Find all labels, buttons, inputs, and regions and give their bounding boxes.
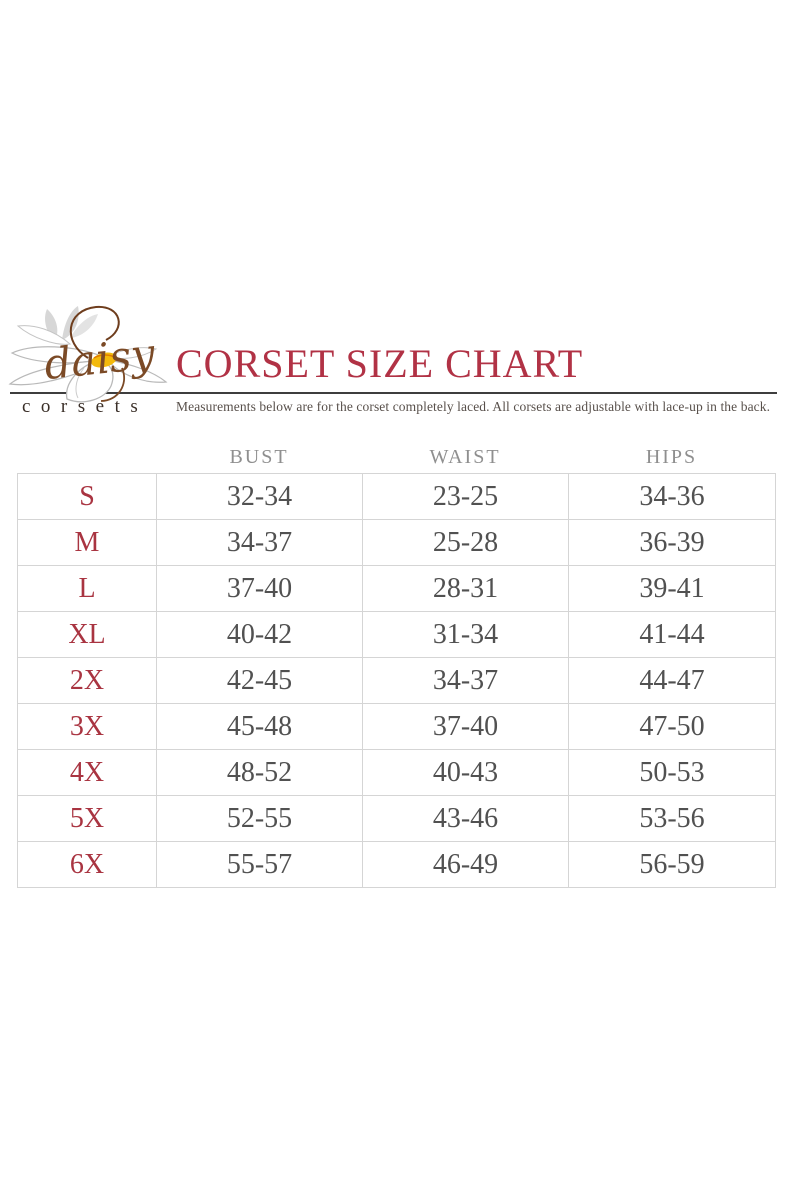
size-label-cell: 3X <box>17 703 157 750</box>
size-rows: S 32-34 23-25 34-36 M 34-37 25-28 36-39 … <box>17 473 776 888</box>
table-row: 3X 45-48 37-40 47-50 <box>17 703 776 750</box>
table-row: 5X 52-55 43-46 53-56 <box>17 795 776 842</box>
bust-value-cell: 40-42 <box>156 611 363 658</box>
size-label-cell: XL <box>17 611 157 658</box>
brand-wordmark: corsets <box>22 396 149 417</box>
waist-value-cell: 46-49 <box>362 841 569 888</box>
waist-value-cell: 37-40 <box>362 703 569 750</box>
hips-value-cell: 50-53 <box>568 749 776 796</box>
table-row: XL 40-42 31-34 41-44 <box>17 611 776 658</box>
bust-value-cell: 55-57 <box>156 841 363 888</box>
size-chart-table: S 32-34 23-25 34-36 M 34-37 25-28 36-39 … <box>17 473 776 888</box>
daisy-flower-icon: daisy <box>8 305 168 403</box>
column-header-row: BUST WAIST HIPS <box>17 444 775 470</box>
size-label-cell: M <box>17 519 157 566</box>
column-header-waist: WAIST <box>429 446 501 468</box>
size-label-cell: 2X <box>17 657 157 704</box>
table-row: 2X 42-45 34-37 44-47 <box>17 657 776 704</box>
hips-value-cell: 41-44 <box>568 611 776 658</box>
column-header-size <box>17 444 156 470</box>
subtitle-note: Measurements below are for the corset co… <box>176 399 771 414</box>
brand-divider-line <box>10 392 777 394</box>
page-title: CORSET SIZE CHART <box>176 341 584 386</box>
size-label-cell: S <box>17 473 157 520</box>
waist-value-cell: 23-25 <box>362 473 569 520</box>
waist-value-cell: 28-31 <box>362 565 569 612</box>
hips-value-cell: 34-36 <box>568 473 776 520</box>
bust-value-cell: 45-48 <box>156 703 363 750</box>
hips-value-cell: 47-50 <box>568 703 776 750</box>
bust-value-cell: 34-37 <box>156 519 363 566</box>
bust-value-cell: 42-45 <box>156 657 363 704</box>
table-row: L 37-40 28-31 39-41 <box>17 565 776 612</box>
hips-value-cell: 53-56 <box>568 795 776 842</box>
table-row: M 34-37 25-28 36-39 <box>17 519 776 566</box>
column-header-hips: HIPS <box>645 446 698 468</box>
bust-value-cell: 52-55 <box>156 795 363 842</box>
hips-value-cell: 44-47 <box>568 657 776 704</box>
size-label-cell: 4X <box>17 749 157 796</box>
table-row: S 32-34 23-25 34-36 <box>17 473 776 520</box>
column-header-bust: BUST <box>229 446 289 468</box>
size-label-cell: L <box>17 565 157 612</box>
bust-value-cell: 32-34 <box>156 473 363 520</box>
waist-value-cell: 31-34 <box>362 611 569 658</box>
table-row: 4X 48-52 40-43 50-53 <box>17 749 776 796</box>
waist-value-cell: 43-46 <box>362 795 569 842</box>
bust-value-cell: 37-40 <box>156 565 363 612</box>
size-label-cell: 5X <box>17 795 157 842</box>
hips-value-cell: 39-41 <box>568 565 776 612</box>
brand-script: daisy <box>42 329 158 389</box>
hips-value-cell: 36-39 <box>568 519 776 566</box>
hips-value-cell: 56-59 <box>568 841 776 888</box>
waist-value-cell: 40-43 <box>362 749 569 796</box>
bust-value-cell: 48-52 <box>156 749 363 796</box>
size-label-cell: 6X <box>17 841 157 888</box>
table-row: 6X 55-57 46-49 56-59 <box>17 841 776 888</box>
waist-value-cell: 34-37 <box>362 657 569 704</box>
waist-value-cell: 25-28 <box>362 519 569 566</box>
